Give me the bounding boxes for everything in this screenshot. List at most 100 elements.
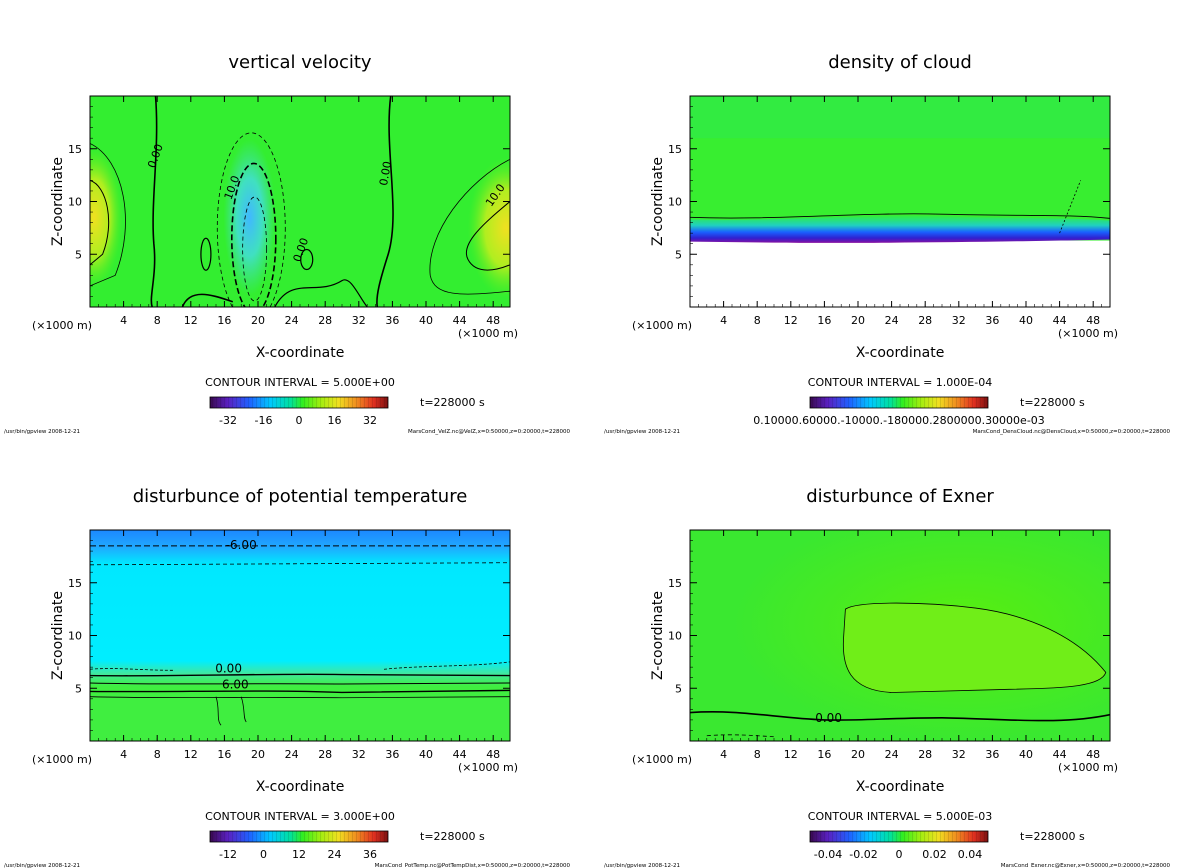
x-tick-label: 36 — [385, 314, 399, 327]
colorbar-tick-label: 0.02 — [922, 848, 947, 861]
x-unit-label-right: (×1000 m) — [1058, 327, 1118, 340]
x-tick-label: 4 — [120, 748, 127, 761]
x-tick-label: 16 — [217, 314, 231, 327]
x-axis-label: X-coordinate — [256, 779, 345, 795]
y-tick-label: 10 — [668, 630, 682, 643]
footer-left: /usr/bin/gpview 2008-12-21 — [4, 863, 80, 868]
colorbar-tick-label: 16 — [328, 414, 342, 427]
contour-interval-label: CONTOUR INTERVAL = 1.000E-04 — [808, 376, 992, 389]
footer-right: MarsCond_Exner.nc@Exner,x=0:50000,z=0:20… — [1001, 863, 1171, 868]
contour-positive-2 — [90, 689, 510, 694]
contour-dashed-inner — [242, 196, 268, 302]
x-tick-label: 24 — [885, 748, 899, 761]
x-tick-label: 8 — [754, 748, 761, 761]
high-region-left — [90, 147, 123, 288]
contour-label: 6.00 — [222, 677, 249, 691]
x-tick-label: 32 — [352, 748, 366, 761]
chart-title: vertical velocity — [228, 52, 372, 73]
x-tick-label: 4 — [720, 314, 727, 327]
y-axis: 5 10 15 — [668, 540, 1110, 731]
colorbar: -0.04 -0.02 0 0.02 0.04 — [809, 830, 989, 861]
y-axis-label: Z-coordinate — [50, 157, 66, 246]
x-tick-label: 48 — [486, 314, 500, 327]
y-tick-label: 10 — [668, 196, 682, 209]
colorbar-tick-label: -16 — [255, 414, 273, 427]
x-tick-label: 20 — [251, 748, 265, 761]
footer-left: /usr/bin/gpview 2008-12-21 — [604, 429, 680, 435]
x-unit-label-right: (×1000 m) — [458, 327, 518, 340]
y-axis: 5 10 15 — [68, 540, 510, 731]
x-axis-label: X-coordinate — [856, 345, 945, 361]
x-tick-label: 32 — [952, 314, 966, 327]
contour-bottom-wave-2 — [274, 279, 368, 307]
contour-dashed-middle — [231, 162, 277, 307]
colorbar-tick-label: -12 — [219, 848, 237, 861]
x-tick-label: 24 — [885, 314, 899, 327]
x-tick-label: 48 — [486, 748, 500, 761]
x-tick-label: 40 — [419, 314, 433, 327]
contour-zero — [90, 673, 510, 677]
contour-dashed — [706, 734, 775, 738]
x-tick-label: 24 — [285, 748, 299, 761]
colorbar-tick-label: 32 — [363, 414, 377, 427]
chart-title: density of cloud — [828, 52, 972, 73]
time-label: t=228000 s — [1020, 396, 1085, 409]
y-tick-label: 5 — [675, 248, 682, 261]
x-tick-label: 44 — [453, 314, 467, 327]
x-unit-label-right: (×1000 m) — [458, 761, 518, 774]
contour-label: 0.00 — [377, 160, 394, 186]
colorbar: -32 -16 0 16 32 — [209, 396, 389, 427]
x-tick-label: 36 — [985, 314, 999, 327]
contour-positive-3 — [90, 696, 510, 699]
plot-field — [690, 96, 1110, 307]
contour-label: -6.00 — [226, 538, 257, 552]
x-tick-label: 48 — [1086, 748, 1100, 761]
colorbar-bands — [810, 397, 988, 408]
x-tick-label: 28 — [918, 748, 932, 761]
contour-interval-label: CONTOUR INTERVAL = 5.000E+00 — [205, 376, 395, 389]
colorbar-tick-label: 0.04 — [958, 848, 983, 861]
y-tick-label: 15 — [668, 143, 682, 156]
y-tick-label: 15 — [68, 143, 82, 156]
x-tick-label: 28 — [318, 748, 332, 761]
x-unit-label-left: (×1000 m) — [32, 319, 92, 332]
x-axis: 4 8 12 16 20 24 28 32 36 40 44 48 — [698, 96, 1102, 327]
x-tick-label: 20 — [851, 748, 865, 761]
updraft-low-region — [223, 139, 276, 296]
colorbar-tick-label: 12 — [292, 848, 306, 861]
x-tick-label: 16 — [817, 748, 831, 761]
contour-tail-2 — [240, 696, 247, 723]
high-region-right — [467, 157, 510, 298]
x-tick-label: 8 — [154, 314, 161, 327]
x-tick-label: 40 — [1019, 748, 1033, 761]
contour-tail-1 — [215, 696, 222, 726]
contour-zero-right — [376, 96, 394, 307]
colorbar-tick-label: 0 — [896, 848, 903, 861]
contour-right-outer — [429, 158, 510, 295]
x-tick-label: 40 — [419, 748, 433, 761]
y-axis: 5 10 15 — [68, 106, 510, 297]
x-tick-label: 24 — [285, 314, 299, 327]
y-axis-label: Z-coordinate — [650, 157, 666, 246]
colorbar-bands — [210, 397, 388, 408]
x-axis-label: X-coordinate — [856, 779, 945, 795]
contour-zero — [690, 711, 1110, 722]
chart-title: disturbunce of Exner — [806, 486, 994, 507]
y-tick-label: 15 — [68, 577, 82, 590]
x-tick-label: 44 — [1053, 314, 1067, 327]
y-axis-label: Z-coordinate — [50, 591, 66, 680]
x-tick-label: 28 — [918, 314, 932, 327]
footer-left: /usr/bin/gpview 2008-12-21 — [4, 429, 80, 435]
x-unit-label-left: (×1000 m) — [632, 319, 692, 332]
colorbar-bands — [210, 831, 388, 842]
contour-interval-label: CONTOUR INTERVAL = 5.000E-03 — [808, 810, 992, 823]
y-tick-label: 5 — [75, 248, 82, 261]
y-tick-label: 10 — [68, 630, 82, 643]
contour-bottom-wave-1 — [181, 293, 234, 307]
x-unit-label-left: (×1000 m) — [32, 753, 92, 766]
x-tick-label: 16 — [817, 314, 831, 327]
field-background — [90, 530, 510, 741]
